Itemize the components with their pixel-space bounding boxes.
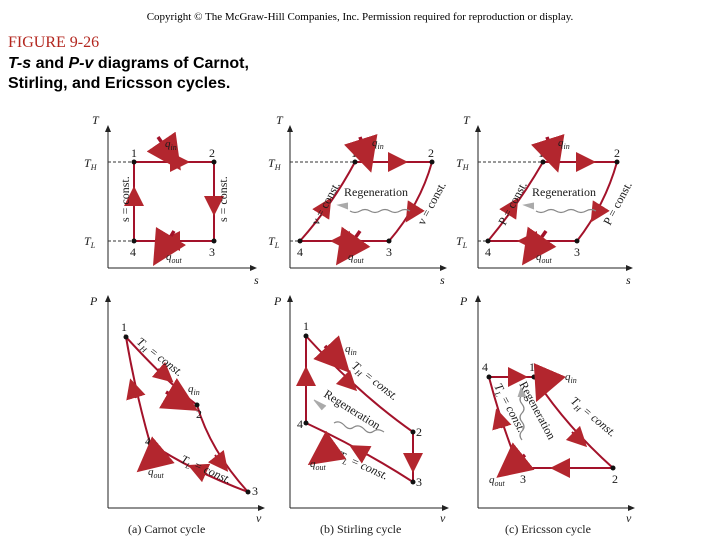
ericsson-pv-point-1: 1 [529, 360, 535, 374]
stirling-ts-qout: qout [348, 251, 365, 265]
stirling-pv-p-label: P [273, 294, 282, 308]
stirling-ts-point-4: 4 [297, 245, 303, 259]
stirling-ts-regen-wave [349, 208, 411, 214]
carnot-qout-arrow [152, 226, 187, 267]
figure-number: FIGURE 9-26 [8, 34, 100, 51]
stirling-pv-regeneration: Regeneration [321, 387, 383, 433]
ericsson-ts-t-label: T [463, 113, 471, 127]
carnot-ts-qin: qin [165, 138, 177, 152]
caption-and: and [31, 55, 69, 72]
stirling-ts-point-2: 2 [428, 146, 434, 160]
stirling-ts-qin: qin [372, 137, 384, 151]
carnot-qin-arrow [146, 131, 181, 171]
carnot-pv-point-3: 3 [252, 484, 258, 498]
stirling-pv-qin: qin [345, 343, 357, 357]
ericsson-ts-qout: qout [536, 251, 553, 265]
ericsson-pv-qin: qin [565, 371, 577, 385]
ericsson-pv-point-2: 2 [612, 472, 618, 486]
ericsson-ts-point-3: 3 [574, 245, 580, 259]
figure-caption: T-s and P-v diagrams of Carnot, Stirling… [8, 54, 278, 94]
stirling-ts-s-label: s [440, 273, 445, 287]
caption-ericsson: (c) Ericsson cycle [505, 522, 591, 536]
carnot-pv-point-1: 1 [121, 320, 127, 334]
carnot-ts-s-label: s [254, 273, 259, 287]
ericsson-tl-label: TL [456, 234, 468, 250]
carnot-pv-point-2: 2 [196, 407, 202, 421]
ericsson-pv-regeneration: Regeneration [516, 379, 558, 442]
caption-rest: diagrams of Carnot, Stirling, and Ericss… [8, 55, 249, 92]
ericsson-pv-qout: qout [489, 474, 506, 488]
carnot-pv-p-label: P [89, 294, 98, 308]
stirling-pv-point-1: 1 [303, 319, 309, 333]
ericsson-ts-point-2: 2 [614, 146, 620, 160]
ericsson-ts-regeneration: Regeneration [532, 185, 596, 199]
stirling-pv-qout: qout [310, 458, 327, 472]
ericsson-ts-s-label: s [626, 273, 631, 287]
carnot-ts-qout: qout [166, 251, 183, 265]
carnot-s-const-right: s = const. [216, 176, 230, 222]
carnot-pv-qin: qin [188, 383, 200, 397]
stirling-ts-point-1: 1 [351, 146, 357, 160]
carnot-tl-label: TL [84, 234, 96, 250]
carnot-ts-cycle [133, 161, 215, 242]
ericsson-p-const-right: P = const. [600, 179, 635, 227]
carnot-pv-point-4: 4 [145, 434, 151, 448]
ericsson-p-const-left: P = const. [495, 179, 530, 227]
stirling-pv-point-3: 3 [416, 475, 422, 489]
ericsson-pv-diagram: P v 1 2 3 4 TH = const. TL = const. Rege… [459, 294, 635, 525]
ericsson-pv-v-label: v [626, 511, 632, 525]
stirling-v-const-left: v = const. [308, 179, 342, 227]
ericsson-pv-p-label: P [459, 294, 468, 308]
carnot-ts-point-4: 4 [130, 245, 136, 259]
carnot-ts-point-1: 1 [131, 146, 137, 160]
ericsson-ts-point-4: 4 [485, 245, 491, 259]
carnot-ts-diagram: T s TH TL 1 2 3 4 s = const. s = const. … [84, 113, 259, 287]
stirling-ts-diagram: T s TH TL 1 2 3 4 v = const. v = const. … [268, 113, 449, 287]
ericsson-ts-point-1: 1 [538, 146, 544, 160]
carnot-pv-qout: qout [148, 466, 165, 480]
ericsson-pv-regen-wave [519, 394, 525, 441]
carnot-s-const-left: s = const. [118, 176, 132, 222]
stirling-ts-regeneration: Regeneration [344, 185, 408, 199]
caption-pv: P-v [68, 55, 94, 72]
caption-ts: T-s [8, 55, 32, 72]
ericsson-ts-qin: qin [558, 137, 570, 151]
caption-carnot: (a) Carnot cycle [128, 522, 205, 536]
carnot-th-const: TH = const. [133, 334, 186, 380]
carnot-tl-const: TL = const. [178, 452, 233, 488]
copyright-notice: Copyright © The McGraw-Hill Companies, I… [146, 11, 574, 23]
carnot-pv-v-label: v [256, 511, 262, 525]
ericsson-ts-regen-wave [535, 208, 597, 214]
carnot-ts-point-2: 2 [209, 146, 215, 160]
stirling-v-const-right: v = const. [414, 179, 448, 227]
ericsson-pv-point-4: 4 [482, 360, 488, 374]
stirling-ts-point-3: 3 [386, 245, 392, 259]
stirling-pv-regen-wave [333, 421, 385, 434]
ericsson-pv-point-3: 3 [520, 472, 526, 486]
stirling-tl-label: TL [268, 234, 280, 250]
stirling-th-label: TH [268, 156, 282, 172]
caption-stirling: (b) Stirling cycle [320, 522, 401, 536]
carnot-th-label: TH [84, 156, 98, 172]
stirling-th-const: TH = const. [348, 358, 401, 404]
stirling-pv-point-2: 2 [416, 425, 422, 439]
carnot-ts-t-label: T [92, 113, 100, 127]
ericsson-th-label: TH [456, 156, 470, 172]
carnot-pv-diagram: P v 1 2 3 4 TH = const. TL = const. qin … [89, 294, 265, 525]
ericsson-ts-diagram: T s TH TL 1 2 3 4 P = const. P = const. … [456, 113, 635, 287]
carnot-ts-point-3: 3 [209, 245, 215, 259]
stirling-ts-t-label: T [276, 113, 284, 127]
stirling-pv-point-4: 4 [297, 417, 303, 431]
stirling-pv-v-label: v [440, 511, 446, 525]
stirling-pv-diagram: P v 1 2 3 4 TH = const. TL = const. Rege… [273, 294, 449, 525]
